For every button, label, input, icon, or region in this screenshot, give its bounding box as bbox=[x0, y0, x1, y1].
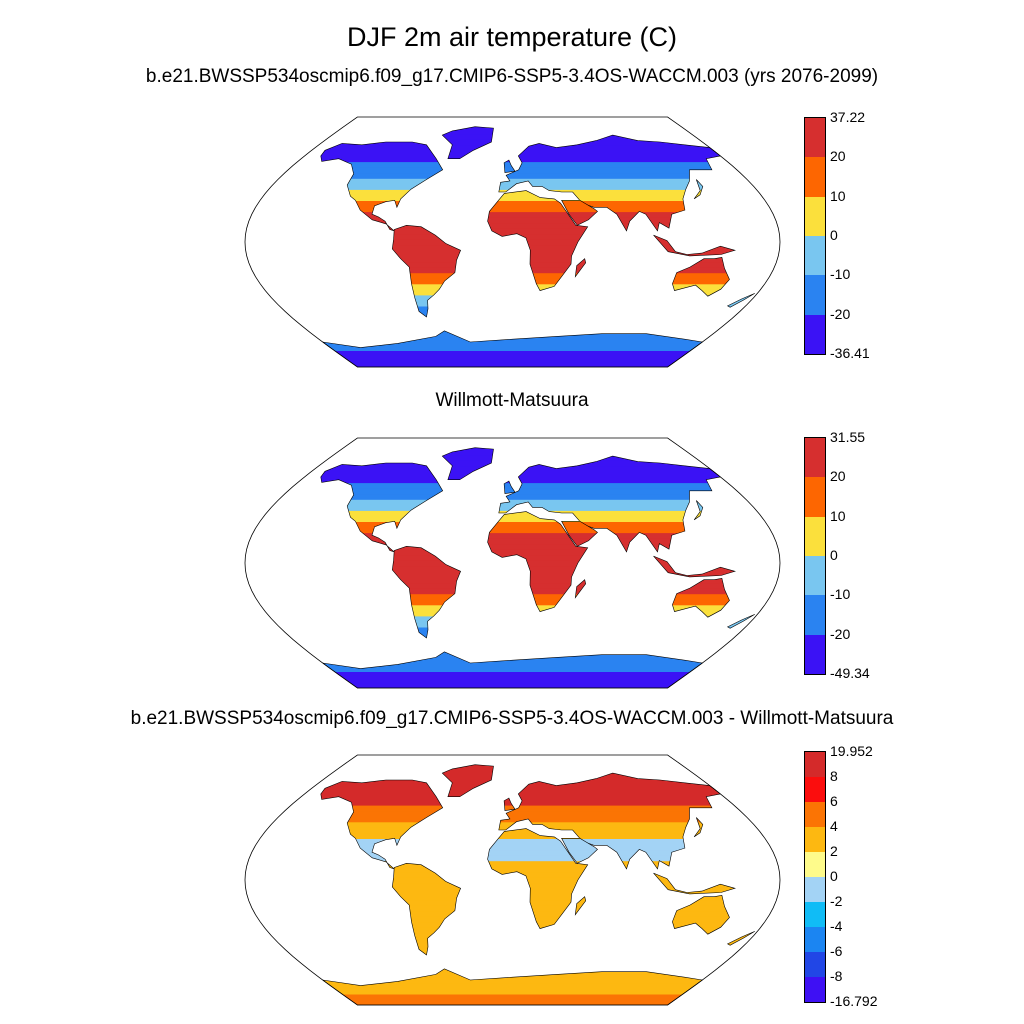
colorbar-segment bbox=[805, 977, 825, 1002]
colorbar-segment bbox=[805, 555, 825, 596]
colorbar-segment bbox=[805, 634, 825, 674]
colorbar-label: 20 bbox=[830, 148, 846, 165]
coastline bbox=[498, 134, 722, 232]
colorbar-label: 8 bbox=[830, 768, 838, 784]
colorbar-label: 37.22 bbox=[830, 109, 866, 125]
colorbar-segment bbox=[805, 952, 825, 977]
colorbar-segment bbox=[805, 196, 825, 236]
colorbar-label: -20 bbox=[830, 625, 851, 642]
colorbar-label: -10 bbox=[830, 586, 851, 603]
map-border bbox=[244, 437, 781, 689]
colorbar-segment bbox=[805, 927, 825, 952]
colorbar-label: 4 bbox=[830, 818, 838, 834]
colorbar-segment bbox=[805, 235, 825, 276]
panel-2-map bbox=[244, 437, 781, 689]
colorbar-label: -36.41 bbox=[830, 345, 870, 361]
colorbar-label: 20 bbox=[830, 468, 846, 485]
colorbar-label: 10 bbox=[830, 187, 846, 204]
coastline bbox=[391, 545, 461, 639]
colorbar-segment bbox=[805, 877, 825, 902]
coastline bbox=[320, 462, 444, 553]
coastline bbox=[561, 521, 598, 547]
colorbar-label: 0 bbox=[830, 227, 838, 243]
colorbar-strip bbox=[804, 751, 826, 1003]
colorbar-label: -2 bbox=[830, 893, 843, 909]
colorbar-segment bbox=[805, 157, 825, 197]
coastline bbox=[726, 931, 755, 946]
coastline bbox=[653, 234, 736, 257]
colorbar-label: 31.55 bbox=[830, 429, 866, 445]
coastline bbox=[574, 258, 587, 278]
colorbar-label: 0 bbox=[830, 868, 838, 884]
colorbar-label: -20 bbox=[830, 305, 851, 322]
panel-1-map bbox=[244, 116, 781, 368]
coastline bbox=[498, 772, 722, 870]
coastline bbox=[574, 896, 587, 916]
colorbar-label: -10 bbox=[830, 266, 851, 283]
map-border bbox=[244, 754, 781, 1006]
colorbar-segment bbox=[805, 902, 825, 927]
coastline bbox=[574, 579, 587, 599]
colorbar-segment bbox=[805, 477, 825, 517]
land-south-america bbox=[392, 225, 461, 317]
coastline bbox=[391, 224, 461, 318]
colorbar-label: 10 bbox=[830, 507, 846, 524]
coastline bbox=[693, 500, 704, 521]
colorbar-segment bbox=[805, 852, 825, 877]
coastline bbox=[672, 894, 730, 935]
colorbar-label: -8 bbox=[830, 968, 843, 984]
panel-3-title: b.e21.BWSSP534oscmip6.f09_g17.CMIP6-SSP5… bbox=[130, 708, 894, 729]
colorbar-label: -6 bbox=[830, 943, 843, 959]
colorbar-label: 2 bbox=[830, 843, 838, 859]
coastline bbox=[726, 614, 755, 629]
panel-3-map bbox=[244, 754, 781, 1006]
coastline bbox=[487, 828, 589, 929]
colorbar-label: -49.34 bbox=[830, 665, 870, 681]
colorbar-strip bbox=[804, 117, 826, 355]
coastline bbox=[503, 797, 516, 811]
coastline bbox=[561, 200, 598, 226]
coastline bbox=[487, 190, 589, 291]
colorbar-segment bbox=[805, 314, 825, 354]
colorbar-segment bbox=[805, 118, 825, 158]
colorbar-segment bbox=[805, 438, 825, 478]
coastline bbox=[693, 179, 704, 200]
coastline bbox=[441, 126, 494, 159]
coastline bbox=[498, 455, 722, 553]
coastline bbox=[561, 838, 598, 864]
colorbar-label: 6 bbox=[830, 793, 838, 809]
figure-title: DJF 2m air temperature (C) bbox=[346, 22, 678, 52]
colorbar-segment bbox=[805, 827, 825, 852]
colorbar-strip bbox=[804, 437, 826, 675]
coastline bbox=[653, 872, 736, 895]
map-border bbox=[244, 116, 781, 368]
coastline bbox=[320, 779, 444, 870]
coastline bbox=[441, 447, 494, 480]
coastline bbox=[487, 511, 589, 612]
colorbar-label: 19.952 bbox=[830, 743, 873, 759]
coastline bbox=[503, 480, 516, 494]
colorbar-segment bbox=[805, 516, 825, 556]
colorbar-segment bbox=[805, 777, 825, 802]
coastline bbox=[320, 141, 444, 232]
colorbar-segment bbox=[805, 595, 825, 635]
coastline bbox=[693, 817, 704, 838]
colorbar-label: 0 bbox=[830, 547, 838, 563]
colorbar-label: -16.792 bbox=[830, 993, 878, 1009]
colorbar-label: -4 bbox=[830, 918, 843, 934]
coastline bbox=[653, 555, 736, 578]
coastline bbox=[672, 577, 730, 618]
coastline bbox=[441, 764, 494, 797]
colorbar-segment bbox=[805, 752, 825, 777]
colorbar-segment bbox=[805, 802, 825, 827]
panel-1-title: b.e21.BWSSP534oscmip6.f09_g17.CMIP6-SSP5… bbox=[145, 66, 879, 87]
coastline bbox=[672, 256, 730, 297]
coastline bbox=[391, 862, 461, 956]
panel-2-title: Willmott-Matsuura bbox=[435, 390, 589, 411]
colorbar-segment bbox=[805, 275, 825, 315]
coastline bbox=[503, 159, 516, 173]
coastline bbox=[726, 293, 755, 308]
